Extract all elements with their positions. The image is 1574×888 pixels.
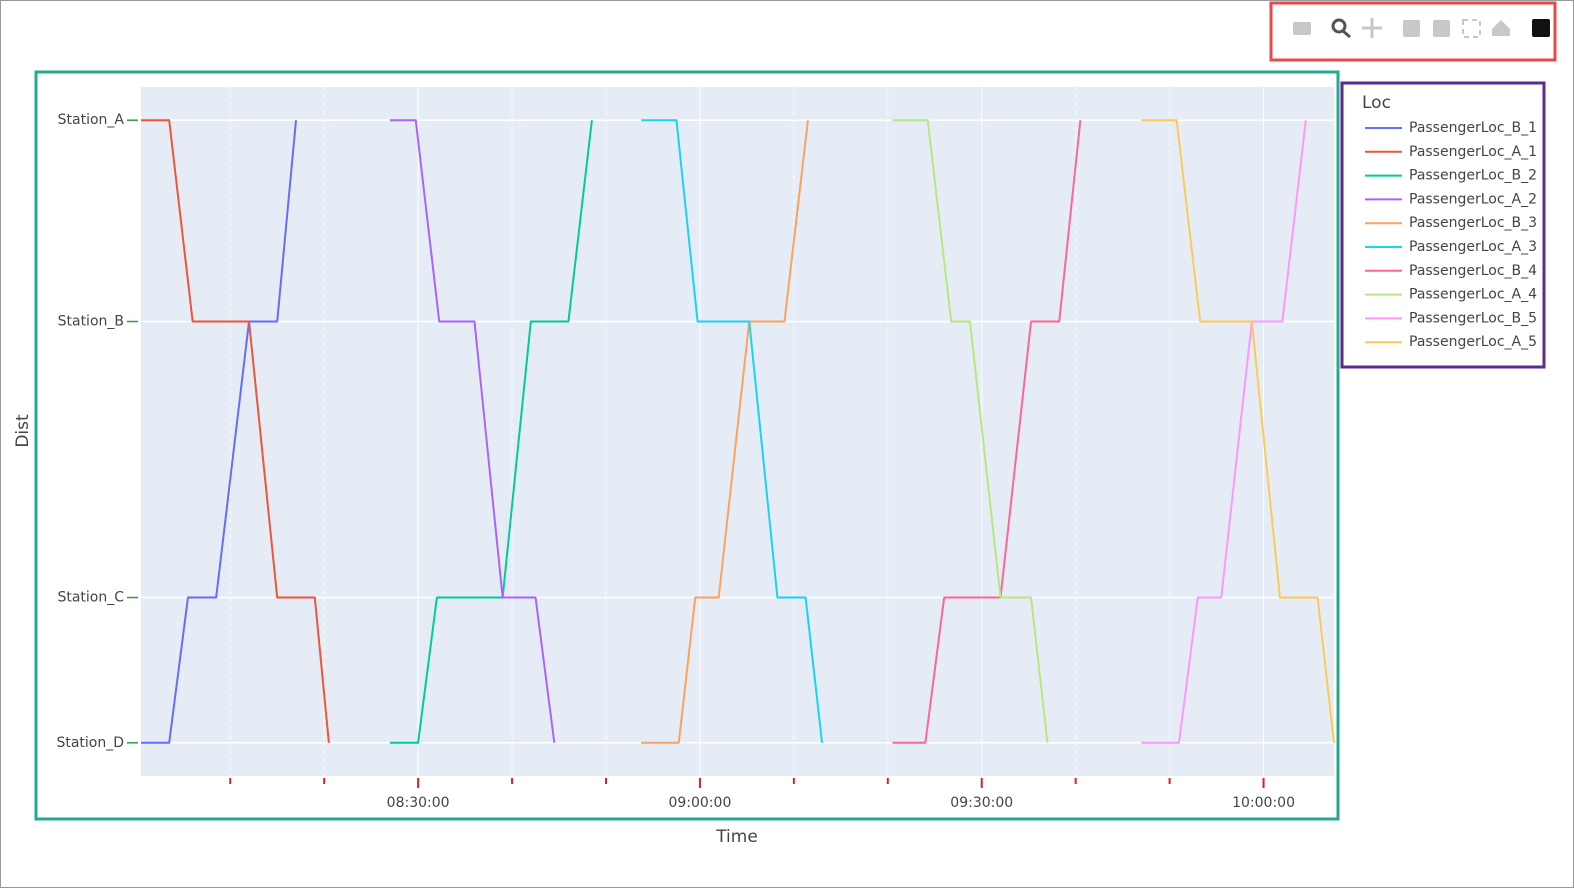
legend-label: PassengerLoc_B_5: [1409, 310, 1537, 326]
x-axis-title: Time: [715, 827, 758, 847]
series-line: [389, 119, 556, 743]
series-line: [641, 119, 824, 743]
y-tick-label: Station_A: [58, 112, 125, 128]
series-line: [641, 120, 809, 744]
y-tick-label: Station_C: [57, 590, 124, 606]
highlight-box-legend: [1340, 81, 1546, 369]
labels-layer: 08:30:00 09:00:00 09:30:00 10:00:00 Station_…: [56, 112, 1295, 811]
x-tick-label: 08:30:00: [387, 795, 450, 811]
legend-label: PassengerLoc_A_1: [1409, 144, 1537, 160]
legend-label: PassengerLoc_B_3: [1409, 215, 1537, 231]
highlight-box-plot: [34, 70, 1340, 821]
highlight-box-toolbar: [1269, 1, 1557, 62]
y-tick-label: Station_B: [58, 314, 124, 330]
zoom-icon-handle: [1342, 29, 1351, 39]
legend-label: PassengerLoc_B_1: [1409, 120, 1537, 136]
series-line: [892, 119, 1049, 743]
x-tick-label: 09:00:00: [668, 795, 731, 811]
series-line: [1141, 119, 1335, 743]
series-line: [141, 119, 330, 743]
legend: PassengerLoc_B_1 PassengerLoc_A_1 Passenge…: [1365, 120, 1537, 350]
legend-label: PassengerLoc_A_3: [1409, 239, 1537, 255]
series-line: [1141, 120, 1307, 744]
zoom-in-icon[interactable]: [1403, 20, 1420, 37]
lines-layer: [141, 119, 1335, 744]
x-tick-label: 09:30:00: [950, 795, 1013, 811]
legend-label: PassengerLoc_B_4: [1409, 263, 1537, 279]
series-line: [141, 120, 297, 744]
legend-label: PassengerLoc_A_5: [1409, 334, 1537, 350]
home-icon[interactable]: [1492, 20, 1510, 36]
pan-icon[interactable]: [1362, 18, 1382, 38]
legend-title: Loc: [1362, 93, 1391, 113]
plotly-logo[interactable]: [1532, 19, 1550, 37]
grid-layer: [127, 87, 1334, 788]
y-axis-title: Dist: [13, 414, 33, 448]
x-tick-label: 10:00:00: [1232, 795, 1295, 811]
modebar: [1293, 18, 1550, 39]
legend-label: PassengerLoc_A_4: [1409, 287, 1537, 303]
zoom-icon[interactable]: [1331, 18, 1347, 34]
y-tick-label: Station_D: [56, 735, 124, 751]
legend-label: PassengerLoc_A_2: [1409, 191, 1537, 207]
zoom-out-icon[interactable]: [1433, 20, 1450, 37]
camera-icon[interactable]: [1293, 22, 1311, 35]
legend-label: PassengerLoc_B_2: [1409, 168, 1537, 184]
